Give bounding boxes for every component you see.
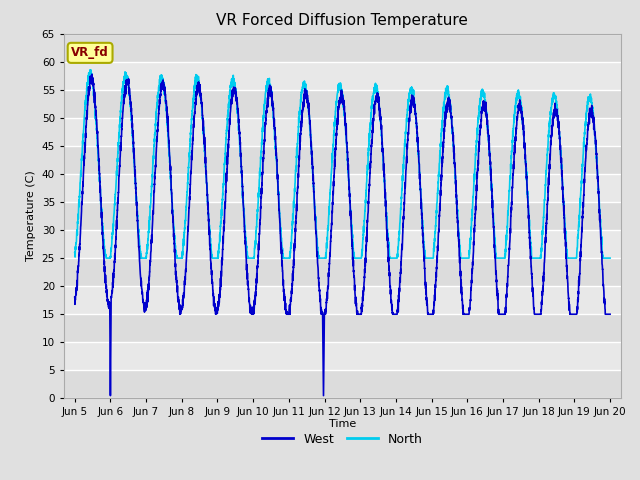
X-axis label: Time: Time xyxy=(329,419,356,429)
Bar xyxy=(64,202,621,230)
Bar xyxy=(64,258,621,286)
Legend: West, North: West, North xyxy=(257,428,428,451)
Title: VR Forced Diffusion Temperature: VR Forced Diffusion Temperature xyxy=(216,13,468,28)
Y-axis label: Temperature (C): Temperature (C) xyxy=(26,170,36,262)
Bar xyxy=(64,118,621,146)
Text: VR_fd: VR_fd xyxy=(71,47,109,60)
Bar xyxy=(64,34,621,61)
Bar xyxy=(64,146,621,174)
Bar xyxy=(64,342,621,371)
Bar xyxy=(64,371,621,398)
Bar xyxy=(64,174,621,202)
Bar xyxy=(64,90,621,118)
Bar xyxy=(64,314,621,342)
Bar xyxy=(64,61,621,90)
Bar xyxy=(64,286,621,314)
Bar xyxy=(64,230,621,258)
